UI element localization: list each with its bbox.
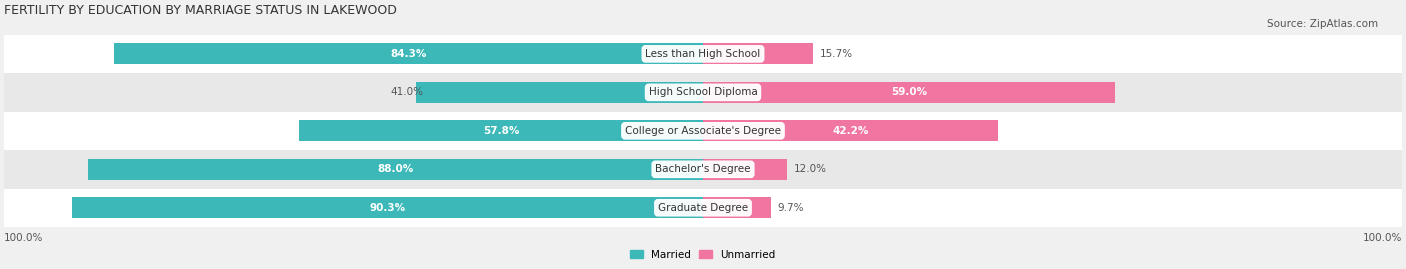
Bar xyxy=(703,159,787,180)
Text: 12.0%: 12.0% xyxy=(794,164,827,174)
Text: 9.7%: 9.7% xyxy=(778,203,804,213)
Text: Graduate Degree: Graduate Degree xyxy=(658,203,748,213)
Text: 57.8%: 57.8% xyxy=(482,126,519,136)
Bar xyxy=(703,197,770,218)
Text: 15.7%: 15.7% xyxy=(820,49,853,59)
Text: College or Associate's Degree: College or Associate's Degree xyxy=(626,126,780,136)
Text: 88.0%: 88.0% xyxy=(377,164,413,174)
Bar xyxy=(299,120,703,141)
Text: 59.0%: 59.0% xyxy=(891,87,927,97)
Bar xyxy=(703,120,998,141)
Text: High School Diploma: High School Diploma xyxy=(648,87,758,97)
Bar xyxy=(4,112,1402,150)
Bar xyxy=(4,189,1402,227)
Text: FERTILITY BY EDUCATION BY MARRIAGE STATUS IN LAKEWOOD: FERTILITY BY EDUCATION BY MARRIAGE STATU… xyxy=(4,4,396,17)
Bar xyxy=(4,73,1402,112)
Text: 41.0%: 41.0% xyxy=(391,87,423,97)
Bar xyxy=(114,43,703,65)
Text: 100.0%: 100.0% xyxy=(1362,233,1402,243)
Text: 90.3%: 90.3% xyxy=(370,203,405,213)
Text: Bachelor's Degree: Bachelor's Degree xyxy=(655,164,751,174)
Bar xyxy=(4,150,1402,189)
Legend: Married, Unmarried: Married, Unmarried xyxy=(626,246,780,264)
Bar xyxy=(703,82,1115,103)
Bar xyxy=(72,197,703,218)
Text: 84.3%: 84.3% xyxy=(391,49,426,59)
Text: 42.2%: 42.2% xyxy=(832,126,869,136)
Text: 100.0%: 100.0% xyxy=(4,233,44,243)
Bar xyxy=(416,82,703,103)
Text: Less than High School: Less than High School xyxy=(645,49,761,59)
Bar xyxy=(703,43,813,65)
Bar xyxy=(89,159,703,180)
Text: Source: ZipAtlas.com: Source: ZipAtlas.com xyxy=(1267,19,1378,29)
Bar xyxy=(4,35,1402,73)
